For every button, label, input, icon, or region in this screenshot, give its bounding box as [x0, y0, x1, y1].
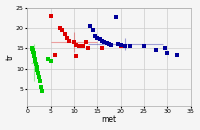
- Point: [117, 43, 120, 45]
- Point: [142, 45, 145, 47]
- Point: [89, 25, 92, 27]
- Point: [65, 37, 69, 39]
- Point: [36, 72, 40, 74]
- Point: [82, 45, 85, 47]
- Point: [119, 45, 122, 47]
- Point: [58, 27, 62, 29]
- Point: [34, 63, 37, 65]
- Point: [39, 80, 42, 82]
- Point: [119, 44, 122, 46]
- Point: [114, 15, 117, 18]
- Point: [166, 52, 169, 54]
- Point: [49, 15, 52, 17]
- Y-axis label: tr: tr: [6, 53, 15, 60]
- Point: [84, 41, 87, 43]
- Point: [103, 41, 106, 43]
- Point: [63, 33, 66, 35]
- Point: [77, 45, 80, 47]
- Point: [175, 53, 178, 56]
- Point: [49, 60, 52, 63]
- Point: [61, 29, 64, 31]
- Point: [35, 66, 38, 68]
- Point: [41, 90, 44, 92]
- Point: [34, 58, 37, 60]
- Point: [30, 48, 34, 50]
- Point: [31, 47, 34, 49]
- Point: [128, 45, 131, 47]
- Point: [98, 38, 101, 40]
- Point: [33, 60, 36, 62]
- Point: [35, 69, 39, 71]
- Point: [96, 37, 99, 39]
- Point: [110, 44, 113, 46]
- Point: [100, 47, 104, 49]
- Point: [93, 35, 97, 37]
- Point: [54, 53, 57, 56]
- Point: [37, 76, 41, 78]
- Point: [124, 45, 127, 47]
- Point: [163, 47, 166, 49]
- Point: [32, 51, 35, 53]
- Point: [72, 41, 76, 43]
- Point: [40, 86, 43, 88]
- Point: [100, 40, 104, 42]
- Point: [75, 55, 78, 57]
- Point: [107, 43, 110, 45]
- Point: [105, 43, 108, 45]
- X-axis label: met: met: [101, 115, 116, 124]
- Point: [68, 40, 71, 42]
- Point: [33, 52, 36, 54]
- Point: [47, 58, 50, 60]
- Point: [154, 49, 157, 51]
- Point: [31, 49, 34, 51]
- Point: [75, 44, 78, 46]
- Point: [86, 47, 90, 49]
- Point: [33, 55, 36, 57]
- Point: [91, 29, 94, 31]
